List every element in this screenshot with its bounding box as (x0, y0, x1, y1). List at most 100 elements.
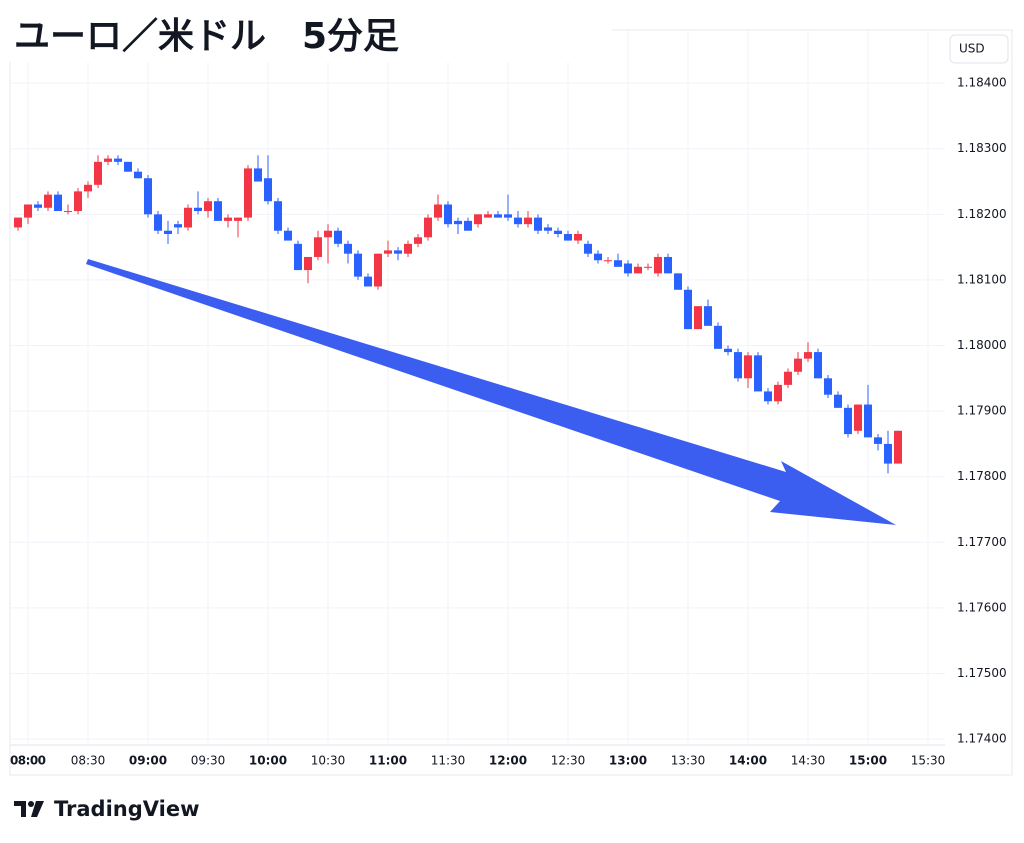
candle-body (504, 214, 512, 218)
candle-body (754, 355, 762, 392)
candle-body (434, 204, 442, 218)
y-tick-label: 1.18000 (957, 338, 1007, 352)
candle-body (334, 230, 342, 244)
candle-body (344, 243, 352, 254)
x-tick-label: 08:00 (10, 754, 46, 768)
candle-body (114, 158, 122, 162)
grid (10, 30, 945, 745)
candle-body (174, 224, 182, 228)
candle-body (124, 161, 132, 172)
x-tick-label: 12:00 (489, 754, 527, 768)
candle-body (294, 243, 302, 271)
candle-body (614, 260, 622, 267)
candle-body (24, 204, 32, 218)
x-tick-label: 10:00 (249, 754, 287, 768)
candle-body (414, 237, 422, 244)
x-tick-label: 13:30 (671, 754, 706, 768)
candle-body (274, 201, 282, 231)
candle-body (154, 214, 162, 231)
candle-body (184, 207, 192, 228)
candle-body (674, 273, 682, 290)
x-tick-label: 14:30 (791, 754, 826, 768)
y-tick-label: 1.18300 (957, 141, 1007, 155)
candle-body (554, 230, 562, 235)
x-tick-label: 14:00 (729, 754, 767, 768)
candle-body (264, 178, 272, 202)
candle-body (144, 178, 152, 215)
candle-body (104, 158, 112, 162)
candle-body (324, 230, 332, 238)
candle-body (534, 217, 542, 231)
candle-body (604, 260, 612, 262)
candle-body (814, 352, 822, 379)
candle-body (774, 384, 782, 402)
candle-body (894, 430, 902, 464)
logo-icon (14, 801, 44, 817)
candle-body (244, 168, 252, 218)
candle-body (484, 214, 492, 218)
candle-body (654, 256, 662, 274)
candle-body (494, 214, 502, 218)
x-tick-label: 08:30 (71, 754, 106, 768)
candle-body (464, 220, 472, 231)
y-tick-label: 1.17600 (957, 600, 1007, 614)
candle-body (14, 217, 22, 228)
candle-body (224, 217, 232, 221)
x-tick-label: 13:00 (609, 754, 647, 768)
x-tick-label: 11:00 (369, 754, 407, 768)
candle-body (34, 204, 42, 208)
candle-body (304, 256, 312, 271)
candle-body (514, 217, 522, 225)
candle-body (884, 443, 892, 464)
candle-body (544, 227, 552, 231)
candle-body (734, 352, 742, 379)
y-tick-label: 1.18400 (957, 76, 1007, 90)
candle-body (764, 391, 772, 402)
x-tick-label: 15:30 (911, 754, 946, 768)
y-tick-label: 1.18100 (957, 272, 1007, 286)
candle-body (524, 217, 532, 225)
candle-body (404, 243, 412, 254)
candle-body (204, 201, 212, 212)
candle-body (234, 217, 242, 221)
x-tick-label: 10:30 (311, 754, 346, 768)
y-tick-label: 1.18200 (957, 207, 1007, 221)
candle-body (824, 378, 832, 395)
candle-body (394, 250, 402, 254)
x-tick-label: 15:00 (849, 754, 887, 768)
candle-body (584, 243, 592, 254)
source-label: TradingView (54, 797, 199, 821)
y-tick-label: 1.17900 (957, 404, 1007, 418)
candle-body (624, 263, 632, 274)
y-tick-label: 1.17400 (957, 732, 1007, 746)
trend-arrow (86, 259, 896, 525)
candle-body (784, 371, 792, 385)
y-tick-label: 1.17700 (957, 535, 1007, 549)
candle-body (794, 358, 802, 372)
candle-body (684, 289, 692, 330)
candle-body (644, 266, 652, 268)
candle-body (284, 230, 292, 241)
y-tick-label: 1.17800 (957, 469, 1007, 483)
candle-body (64, 211, 72, 213)
candle-body (574, 234, 582, 241)
x-tick-label: 11:30 (431, 754, 466, 768)
candle-body (374, 253, 382, 287)
currency-box (949, 34, 1009, 64)
candle-body (214, 201, 222, 221)
candle-body (134, 171, 142, 179)
candle-body (594, 253, 602, 261)
candle-body (834, 394, 842, 408)
candle-body (744, 355, 752, 379)
x-tick-label: 09:00 (129, 754, 167, 768)
candle-body (94, 161, 102, 185)
candle-body (384, 250, 392, 254)
chart-title: ユーロ／米ドル 5分足 (14, 16, 399, 57)
candle-body (844, 407, 852, 435)
candle-body (454, 220, 462, 225)
candle-body (704, 306, 712, 326)
y-tick-label: 1.17500 (957, 666, 1007, 680)
candle-body (864, 404, 872, 438)
